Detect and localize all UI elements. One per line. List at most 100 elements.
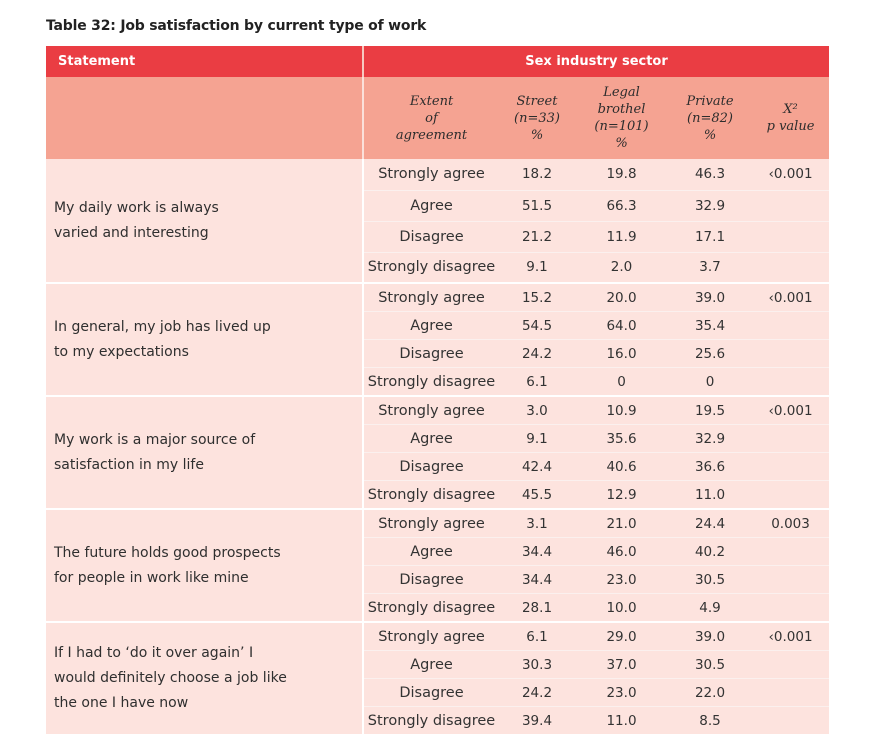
statement-header: Statement: [46, 46, 364, 77]
legal-brothel-value-cell: 10.0: [575, 593, 668, 623]
street-value-cell: 3.0: [499, 396, 575, 425]
private-value-cell: 35.4: [668, 311, 752, 340]
agreement-label-cell: Strongly agree: [363, 283, 499, 312]
street-value-cell: 45.5: [499, 480, 575, 510]
agreement-label-cell: Strongly agree: [363, 159, 499, 191]
street-value-cell: 54.5: [499, 311, 575, 340]
col-header-line: (n=82): [687, 110, 733, 126]
agreement-label-cell: Agree: [363, 650, 499, 679]
legal-brothel-value-cell: 23.0: [575, 678, 668, 707]
p-value-cell: ‹0.001: [752, 159, 830, 191]
table-row: Strongly disagree 9.1 2.0 3.7: [46, 252, 830, 284]
agreement-label-cell: Strongly agree: [363, 396, 499, 425]
street-value-cell: 9.1: [499, 252, 575, 284]
col-header-agreement: Extent of agreement: [363, 77, 499, 159]
legal-brothel-value-cell: 0: [575, 367, 668, 397]
private-value-cell: 0: [668, 367, 752, 397]
agreement-label-cell: Agree: [363, 424, 499, 453]
legal-brothel-value-cell: 21.0: [575, 509, 668, 538]
statement-line: My daily work is always: [54, 199, 219, 216]
agreement-label-cell: Strongly disagree: [363, 593, 499, 623]
table-row: Disagree 24.2 23.0 22.0: [46, 678, 830, 707]
statement-line: If I had to ‘do it over again’ I: [54, 645, 254, 661]
table-row: My daily work is always varied and intere…: [46, 159, 830, 284]
street-value-cell: 30.3: [499, 650, 575, 679]
p-value-cell: [752, 452, 830, 481]
legal-brothel-value-cell: 35.6: [575, 424, 668, 453]
col-header-line: %: [530, 127, 544, 143]
street-value-cell: 6.1: [499, 367, 575, 397]
street-value-cell: 9.1: [499, 424, 575, 453]
col-header-line: X²: [783, 102, 798, 117]
agreement-label-cell: Disagree: [363, 339, 499, 368]
col-header-street: Street (n=33) %: [499, 77, 575, 159]
private-value-cell: 30.5: [668, 565, 752, 594]
street-value-cell: 39.4: [499, 706, 575, 736]
col-header-line: Extent: [409, 93, 454, 109]
street-value-cell: 28.1: [499, 593, 575, 623]
col-header-chi-square: X² p value: [752, 77, 830, 159]
private-value-cell: 32.9: [668, 190, 752, 222]
table-row: Disagree 42.4 40.6 36.6: [46, 452, 830, 481]
table-caption: Table 32: Job satisfaction by current ty…: [46, 18, 427, 34]
agreement-label-cell: Disagree: [363, 565, 499, 594]
p-value-cell: ‹0.001: [752, 622, 830, 651]
p-value-cell: [752, 650, 830, 679]
street-value-cell: 18.2: [499, 159, 575, 191]
agreement-label-cell: Disagree: [363, 452, 499, 481]
agreement-label-cell: Strongly disagree: [363, 706, 499, 736]
p-value-cell: [752, 565, 830, 594]
table-row: Strongly disagree 28.1 10.0 4.9: [46, 593, 830, 623]
legal-brothel-value-cell: 11.0: [575, 706, 668, 736]
statement-cell: My daily work is always varied and intere…: [46, 159, 364, 284]
street-value-cell: 21.2: [499, 221, 575, 253]
col-header-line: (n=33): [514, 110, 560, 126]
p-value-cell: [752, 480, 830, 510]
legal-brothel-value-cell: 16.0: [575, 339, 668, 368]
col-header-line: Private: [686, 93, 734, 109]
table-row: If I had to ‘do it over again’ I would de…: [46, 622, 830, 736]
private-value-cell: 36.6: [668, 452, 752, 481]
private-value-cell: 4.9: [668, 593, 752, 623]
col-header-private: Private (n=82) %: [668, 77, 752, 159]
private-value-cell: 39.0: [668, 283, 752, 312]
job-satisfaction-table: Statement Sex industry sector Extent of …: [46, 46, 830, 736]
statement-group: My daily work is always varied and intere…: [46, 159, 830, 284]
col-header-line: %: [703, 127, 717, 143]
private-value-cell: 22.0: [668, 678, 752, 707]
col-header-line: Legal: [603, 85, 640, 100]
statement-group: In general, my job has lived up to my exp…: [46, 283, 830, 397]
p-value-cell: 0.003: [752, 509, 830, 538]
col-header-line: brothel: [597, 102, 646, 117]
private-value-cell: 32.9: [668, 424, 752, 453]
legal-brothel-value-cell: 12.9: [575, 480, 668, 510]
street-value-cell: 3.1: [499, 509, 575, 538]
p-value-cell: [752, 678, 830, 707]
header-row-columns: Extent of agreement Street (n=33) % Lega…: [46, 77, 830, 159]
statement-line: satisfaction in my life: [54, 456, 204, 473]
legal-brothel-value-cell: 64.0: [575, 311, 668, 340]
agreement-label-cell: Strongly disagree: [363, 367, 499, 397]
p-value-cell: [752, 537, 830, 566]
statement-line: In general, my job has lived up: [54, 318, 271, 335]
table-row: Strongly disagree 45.5 12.9 11.0: [46, 480, 830, 510]
table-row: Disagree 34.4 23.0 30.5: [46, 565, 830, 594]
col-header-line: %: [615, 136, 628, 151]
statement-line: The future holds good prospects: [54, 544, 281, 561]
statement-line: to my expectations: [54, 343, 189, 360]
legal-brothel-value-cell: 29.0: [575, 622, 668, 651]
private-value-cell: 19.5: [668, 396, 752, 425]
table-row: The future holds good prospects for peopl…: [46, 509, 830, 623]
statement-group: The future holds good prospects for peopl…: [46, 509, 830, 623]
table-row: Agree 54.5 64.0 35.4: [46, 311, 830, 340]
legal-brothel-value-cell: 66.3: [575, 190, 668, 222]
street-value-cell: 42.4: [499, 452, 575, 481]
legal-brothel-value-cell: 23.0: [575, 565, 668, 594]
street-value-cell: 6.1: [499, 622, 575, 651]
street-value-cell: 51.5: [499, 190, 575, 222]
legal-brothel-value-cell: 19.8: [575, 159, 668, 191]
p-value-cell: [752, 221, 830, 253]
statement-group: My work is a major source of satisfaction…: [46, 396, 830, 510]
statement-subheader-blank: [46, 77, 364, 159]
legal-brothel-value-cell: 40.6: [575, 452, 668, 481]
